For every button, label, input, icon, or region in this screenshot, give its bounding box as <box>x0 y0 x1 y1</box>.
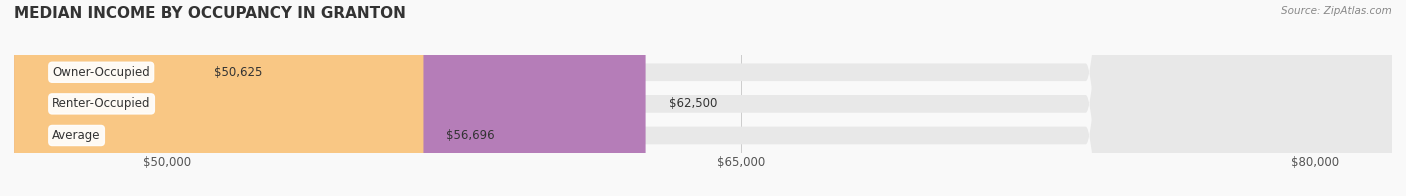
Text: $62,500: $62,500 <box>669 97 717 110</box>
FancyBboxPatch shape <box>14 0 1392 196</box>
Text: Average: Average <box>52 129 101 142</box>
Text: Owner-Occupied: Owner-Occupied <box>52 66 150 79</box>
FancyBboxPatch shape <box>0 0 321 196</box>
Text: MEDIAN INCOME BY OCCUPANCY IN GRANTON: MEDIAN INCOME BY OCCUPANCY IN GRANTON <box>14 6 406 21</box>
Text: Source: ZipAtlas.com: Source: ZipAtlas.com <box>1281 6 1392 16</box>
Text: $56,696: $56,696 <box>447 129 495 142</box>
Text: Renter-Occupied: Renter-Occupied <box>52 97 150 110</box>
Text: $50,625: $50,625 <box>214 66 263 79</box>
FancyBboxPatch shape <box>14 0 423 196</box>
FancyBboxPatch shape <box>14 0 1392 196</box>
FancyBboxPatch shape <box>14 0 645 196</box>
FancyBboxPatch shape <box>14 0 1392 196</box>
